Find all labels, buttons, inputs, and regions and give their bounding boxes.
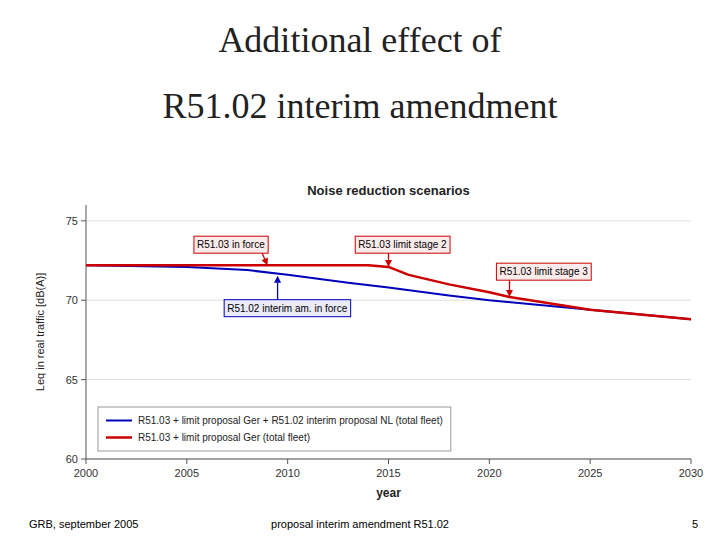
x-tick	[691, 459, 692, 464]
x-tick	[287, 459, 288, 464]
y-tick-label: 65	[66, 374, 78, 386]
series-line	[86, 265, 691, 319]
x-tick	[86, 459, 87, 464]
y-tick-label: 75	[66, 215, 78, 227]
annotation: R51.02 interim am. in force	[224, 276, 350, 317]
x-tick-label: 2020	[477, 467, 501, 479]
annotation-arrowhead	[274, 276, 281, 283]
slide-title: R51.02 interim amendment	[163, 86, 558, 126]
grid-line	[86, 300, 691, 301]
y-axis-line	[86, 205, 87, 459]
x-axis-line	[86, 459, 691, 460]
y-tick-label: 70	[66, 294, 78, 306]
annotation: R51.03 in force	[194, 236, 268, 265]
annotation-arrow	[277, 283, 278, 300]
series-line	[86, 265, 691, 319]
legend: R51.03 + limit proposal Ger + R51.02 int…	[98, 407, 451, 451]
y-tick	[81, 379, 86, 380]
annotation-arrowhead	[261, 258, 267, 266]
x-tick-label: 2025	[578, 467, 602, 479]
annotations: R51.03 in force R51.03 limit stage 2 R51.0…	[194, 236, 591, 317]
y-tick	[81, 459, 86, 460]
grid-line	[86, 379, 691, 380]
y-axis-label: Leq in real traffic [dB(A)]	[34, 273, 46, 391]
legend-label: R51.03 + limit proposal Ger + R51.02 int…	[138, 415, 443, 426]
x-tick-label: 2005	[175, 467, 199, 479]
x-tick	[388, 459, 389, 464]
legend-swatch	[106, 420, 132, 422]
legend-swatch	[106, 436, 132, 439]
annotation-box	[355, 236, 450, 253]
annotation-box	[224, 300, 350, 317]
y-tick	[81, 220, 86, 221]
annotation-text: R51.03 in force	[197, 239, 265, 250]
annotation: R51.03 limit stage 3	[496, 263, 591, 297]
legend-frame	[98, 407, 451, 451]
grid	[86, 221, 691, 459]
annotation-text: R51.03 limit stage 3	[499, 266, 588, 277]
annotation-text: R51.02 interim am. in force	[227, 303, 347, 314]
x-tick-label: 2030	[679, 467, 703, 479]
x-tick	[590, 459, 591, 464]
x-tick	[489, 459, 490, 464]
x-tick	[186, 459, 187, 464]
annotation-arrow	[388, 253, 389, 260]
footer-text: proposal interim amendment R51.02	[271, 518, 449, 530]
annotation-arrow	[509, 280, 510, 290]
annotation-box	[194, 236, 268, 253]
annotation-arrowhead	[385, 260, 392, 267]
x-tick-label: 2015	[376, 467, 400, 479]
background	[0, 0, 720, 540]
grid-line	[86, 220, 691, 221]
grid-line	[86, 459, 691, 460]
x-axis-label: year	[376, 486, 401, 500]
plot-area	[86, 265, 691, 319]
chart-title: Noise reduction scenarios	[307, 183, 470, 198]
annotation-arrow	[262, 253, 265, 259]
legend-label: R51.03 + limit proposal Ger (total fleet…	[138, 432, 310, 443]
annotation-text: R51.03 limit stage 2	[358, 239, 447, 250]
x-tick-label: 2010	[275, 467, 299, 479]
y-tick-label: 60	[66, 453, 78, 465]
y-tick	[81, 300, 86, 301]
slide-title: Additional effect of	[218, 20, 501, 60]
x-tick-label: 2000	[74, 467, 98, 479]
footer-text: 5	[692, 518, 698, 530]
annotation-arrowhead	[506, 290, 513, 297]
footer-text: GRB, september 2005	[29, 518, 138, 530]
annotation-box	[496, 263, 591, 280]
chart: Additional effect of R51.02 interim amend…	[0, 0, 720, 540]
annotation: R51.03 limit stage 2	[355, 236, 450, 267]
